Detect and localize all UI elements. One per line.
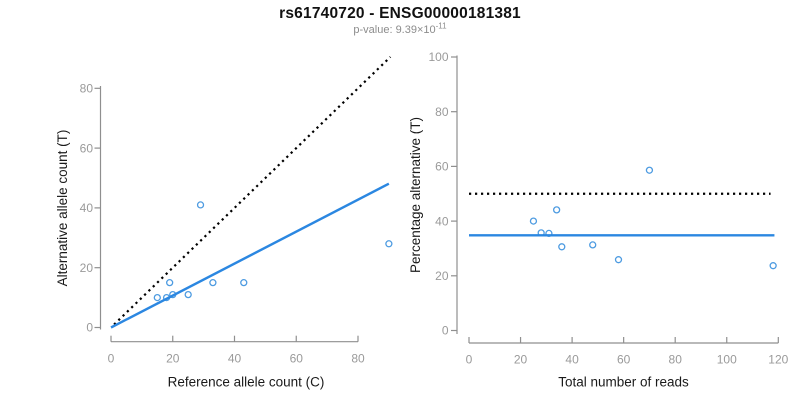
y-tick-label: 20 [435,269,449,283]
data-point [552,206,561,214]
data-point [240,278,248,287]
data-point [769,262,777,270]
data-point [166,278,174,287]
x-tick-label: 40 [565,353,579,367]
x-tick-label: 120 [768,353,788,367]
data-point [589,241,597,249]
data-point [645,166,654,174]
x-tick-label: 80 [669,353,683,367]
y-tick-label: 60 [80,141,94,155]
pvalue-subtitle: p-value: 9.39×10-11 [0,21,800,36]
y-tick-label: 40 [435,214,449,228]
y-tick-label: 0 [442,324,449,338]
x-tick-label: 0 [108,352,115,366]
x-tick-label: 60 [617,353,631,367]
y-tick-label: 100 [428,50,448,64]
ref-vs-alt-allele-count-plot: 0 20 40 60 80 0 20 40 60 80 Reference allele count… [55,56,393,390]
y-tick-label: 40 [80,201,94,215]
data-point [184,290,192,299]
data-point [529,217,538,225]
identity-line [113,56,392,326]
x-tick-label: 20 [166,352,180,366]
data-point [153,293,161,302]
y-axis-label: Percentage alternative (T) [408,117,423,273]
data-point [558,243,566,251]
data-point [614,256,623,264]
fit-line [110,182,390,329]
x-tick-label: 80 [351,352,365,366]
y-axis-label: Alternative allele count (T) [55,130,70,287]
data-point [385,240,393,248]
pvalue-exponent: -11 [435,21,447,31]
percentage-vs-total-reads-plot: 0 20 40 60 80 100 0 20 40 60 80 100 120 Total number … [408,50,789,389]
y-tick-label: 60 [435,160,449,174]
page-title: rs61740720 - ENSG00000181381 [279,5,521,22]
x-tick-label: 0 [466,353,473,367]
data-point [196,201,205,209]
y-tick-label: 80 [435,105,449,119]
x-axis-label: Reference allele count (C) [168,375,325,390]
x-axis-label: Total number of reads [558,375,689,390]
x-tick-label: 20 [514,353,528,367]
y-tick-label: 80 [80,82,94,96]
x-tick-label: 100 [717,353,737,367]
x-tick-label: 60 [290,352,304,366]
pvalue-text: p-value: 9.39×10 [353,24,436,36]
x-tick-label: 40 [228,352,242,366]
y-tick-label: 20 [80,261,94,275]
data-point [209,278,217,287]
y-tick-label: 0 [86,321,93,335]
